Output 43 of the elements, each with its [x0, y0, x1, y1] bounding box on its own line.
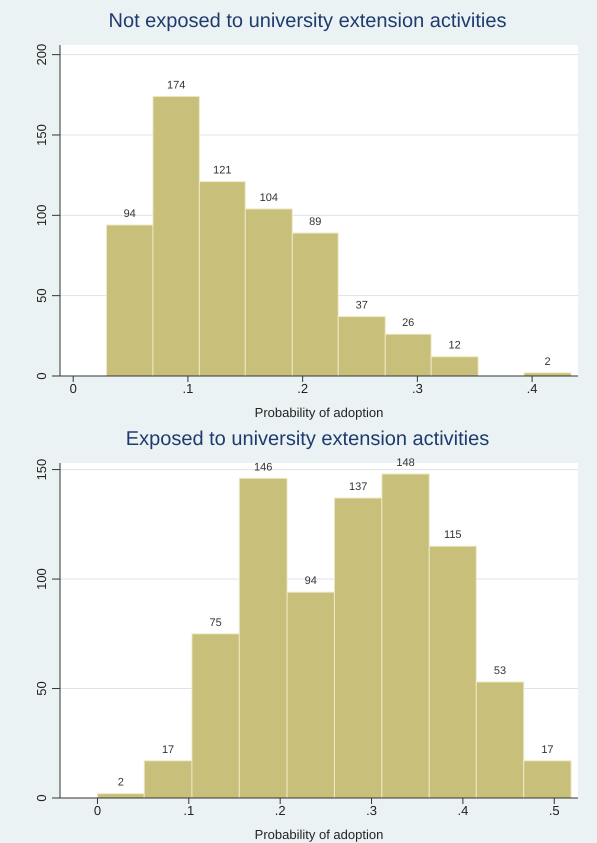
x-tick-label: .5	[548, 803, 560, 818]
y-tick-label: 0	[34, 372, 49, 380]
data-label: 37	[356, 300, 368, 312]
x-tick-label: .4	[457, 803, 468, 818]
y-tick-label: 200	[34, 44, 49, 66]
data-label: 17	[162, 744, 174, 756]
x-tick-label: .2	[297, 381, 308, 396]
data-label: 104	[260, 192, 278, 204]
data-label: 94	[304, 575, 317, 588]
data-label: 2	[118, 776, 124, 789]
data-label: 75	[210, 616, 222, 629]
chart-title: Not exposed to university extension activities	[108, 9, 508, 33]
data-label: 121	[213, 164, 232, 177]
y-tick-label: 150	[34, 124, 49, 146]
data-label: 12	[448, 340, 461, 352]
y-tick-label: 0	[34, 794, 49, 802]
x-tick-label: 0	[70, 381, 77, 396]
x-tick-label: .4	[526, 381, 538, 396]
y-tick-label: 100	[34, 204, 49, 226]
x-tick-label: 0	[94, 803, 102, 818]
x-tick-label: .1	[183, 803, 194, 818]
data-label: 146	[254, 461, 272, 474]
x-axis-title: Probability of adoption	[254, 827, 384, 842]
x-axis-title: Probability of adoption	[254, 405, 384, 420]
y-tick-label: 50	[34, 681, 49, 696]
data-label: 148	[396, 456, 415, 469]
data-label: 89	[309, 216, 322, 228]
data-label: 26	[402, 317, 414, 330]
y-tick-label: 50	[34, 288, 49, 303]
data-label: 94	[124, 208, 136, 220]
data-label: 174	[166, 79, 186, 92]
y-tick-label: 150	[34, 458, 49, 480]
data-label: 17	[541, 744, 554, 756]
x-tick-label: .3	[412, 381, 423, 396]
data-label: 2	[544, 356, 551, 368]
data-label: 137	[348, 481, 368, 494]
data-label: 115	[444, 529, 462, 542]
x-tick-label: .3	[366, 803, 377, 818]
chart-title: Exposed to university extension activities	[124, 427, 490, 451]
data-label: 53	[494, 664, 506, 677]
y-tick-label: 100	[34, 568, 49, 590]
x-tick-label: .2	[274, 803, 286, 818]
x-tick-label: .1	[182, 381, 194, 396]
